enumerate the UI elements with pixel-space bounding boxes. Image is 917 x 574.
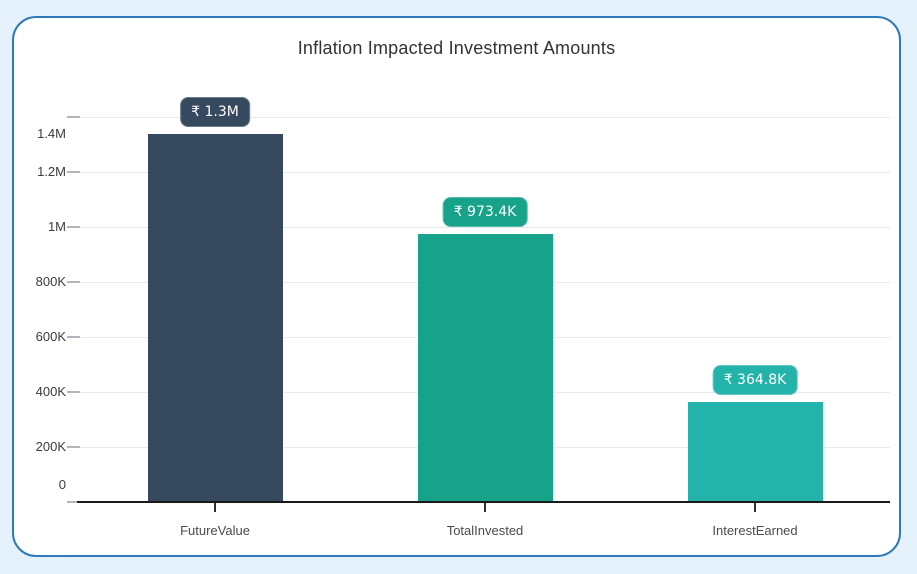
y-axis-label: 1.4M	[37, 126, 66, 141]
y-axis-tick	[67, 116, 80, 118]
x-axis-label: FutureValue	[180, 523, 250, 538]
y-axis-label: 400K	[35, 384, 66, 399]
bar-interestearned[interactable]	[687, 401, 823, 502]
y-axis-label: 200K	[35, 439, 66, 454]
x-axis-label: TotalInvested	[446, 523, 524, 538]
data-label-badge: ₹ 1.3M	[180, 96, 250, 127]
x-axis-tick	[214, 503, 216, 512]
y-axis-tick	[67, 281, 80, 283]
x-axis-tick	[484, 503, 486, 512]
y-axis-label: 600K	[35, 329, 66, 344]
bar-totalinvested[interactable]	[417, 234, 553, 502]
y-axis-tick	[67, 501, 80, 503]
x-axis-tick	[754, 503, 756, 512]
y-axis-tick	[67, 226, 80, 228]
y-axis-label: 1.2M	[37, 164, 66, 179]
y-axis-label: 1M	[47, 219, 66, 234]
x-axis-line	[77, 501, 890, 504]
y-axis-tick	[67, 391, 80, 393]
x-axis-label: InterestEarned	[712, 523, 798, 538]
gridline	[80, 116, 890, 118]
data-label-badge: ₹ 973.4K	[442, 197, 528, 228]
bar-futurevalue[interactable]	[147, 133, 283, 502]
y-axis-tick	[67, 336, 80, 338]
chart-title: Inflation Impacted Investment Amounts	[297, 38, 616, 58]
gridline	[80, 171, 890, 173]
y-axis-label: 800K	[35, 274, 66, 289]
y-axis-tick	[67, 171, 80, 173]
y-axis-tick	[67, 446, 80, 448]
y-axis-label: 0	[58, 477, 66, 492]
data-label-badge: ₹ 364.8K	[712, 364, 798, 395]
